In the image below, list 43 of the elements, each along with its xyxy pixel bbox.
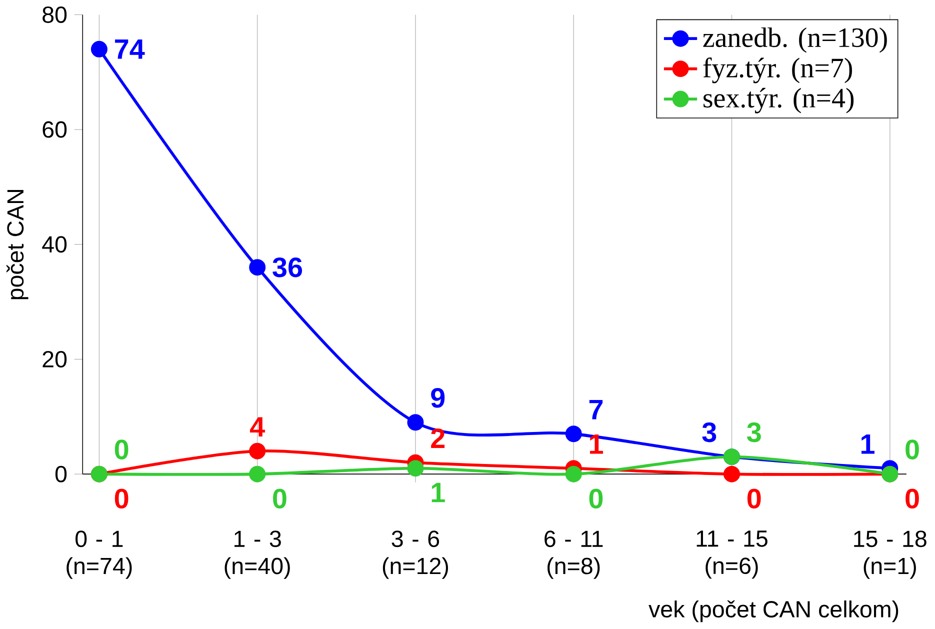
data-label: 74: [115, 40, 145, 59]
data-label: 0: [747, 488, 761, 509]
y-tick-label: 80: [42, 6, 67, 24]
point: [249, 466, 266, 482]
y-tick-label: 20: [42, 351, 67, 368]
data-label: 4: [250, 417, 265, 437]
point: [724, 466, 740, 482]
data-label: 2: [431, 428, 445, 448]
x-tick-label: 6 - 11 (n=8): [544, 530, 603, 580]
point: [90, 41, 108, 58]
y-tick-label: 40: [42, 236, 67, 253]
data-label: 0: [589, 488, 603, 509]
x-axis-title: vek (počet CAN celkom): [648, 600, 898, 622]
data-label: 1: [432, 483, 445, 502]
data-label: 0: [114, 488, 128, 509]
data-label: 0: [273, 488, 286, 509]
x-tick-label: 3 - 6 (n=12): [382, 530, 448, 580]
point: [407, 414, 424, 431]
legend-label: zanedb. (n=130): [703, 28, 887, 53]
point: [407, 460, 424, 477]
point: [249, 443, 266, 460]
point: [249, 259, 266, 276]
x-tick-label: 1 - 3 (n=40): [224, 530, 290, 580]
legend-label: sex.týr. (n=4): [704, 88, 854, 114]
x-tick-label: 11 - 15 (n=6): [696, 530, 768, 579]
y-tick-label: 60: [42, 121, 67, 138]
data-label: 0: [906, 488, 919, 509]
data-label: 0: [906, 440, 919, 460]
point: [565, 426, 582, 442]
data-label: 1: [590, 434, 603, 454]
data-label: 0: [114, 440, 128, 460]
data-label: 9: [431, 388, 445, 408]
data-label: 1: [861, 434, 874, 454]
legend-label: fyz.týr. (n=7): [703, 58, 852, 84]
x-tick-label: 0 - 1 (n=74): [66, 530, 132, 580]
data-label: 36: [272, 258, 302, 278]
x-tick-label: 15 - 18 (n=1): [854, 530, 926, 580]
point: [565, 466, 582, 482]
data-label: 3: [702, 422, 716, 442]
data-label: 7: [589, 400, 603, 420]
y-tick-label: 0: [55, 466, 67, 482]
y-axis-title: počet CAN: [6, 190, 28, 300]
data-label: 3: [747, 422, 761, 442]
